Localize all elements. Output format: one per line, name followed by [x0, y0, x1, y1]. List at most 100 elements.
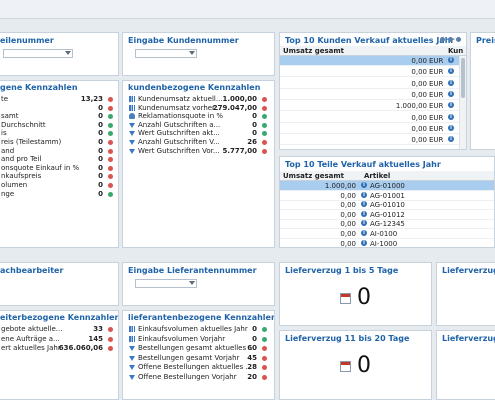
table-row[interactable]: 0,00 i AG-01001 — [280, 191, 494, 201]
kpi-value: 20 — [247, 373, 257, 381]
info-icon[interactable]: i — [448, 79, 454, 86]
section-title: kundenbezogene Kennzahlen — [128, 83, 261, 92]
artikel: AG-01012 — [370, 210, 405, 219]
currency: EUR — [429, 113, 444, 122]
scrollbar[interactable] — [459, 56, 466, 149]
kpi-row: nkaufspreis 0 — [1, 172, 113, 181]
info-icon[interactable]: i — [361, 182, 367, 188]
table-row[interactable]: 0,00 EUR i — [280, 79, 459, 89]
table-row[interactable]: 0,00 EUR i — [280, 90, 459, 100]
kpi-label: onsquote Einkauf in % — [1, 163, 80, 172]
info-icon[interactable]: i — [448, 124, 454, 131]
kpi-value: 0 — [98, 138, 103, 146]
delay-count: 0 — [357, 285, 371, 310]
bar-chart-icon — [129, 326, 135, 332]
kundennummer-combobox[interactable] — [135, 49, 197, 58]
status-indicator — [262, 131, 267, 137]
menu-icon[interactable] — [456, 37, 461, 42]
kpi-row: Einkaufsvolumen aktuelles Jahr 0 — [129, 325, 267, 334]
status-indicator — [108, 336, 113, 342]
info-icon[interactable]: i — [448, 90, 454, 97]
table-row[interactable]: 0,00 EUR i — [280, 135, 459, 146]
currency: EUR — [429, 90, 444, 99]
info-icon[interactable]: i — [361, 220, 367, 227]
delay-count: 0 — [357, 353, 371, 378]
status-indicator — [262, 140, 267, 145]
kpi-row: Bestellungen gesamt Vorjahr 45 — [129, 354, 267, 363]
info-icon[interactable]: i — [361, 230, 367, 236]
kpi-value: 636.060,06 — [58, 344, 103, 353]
table-row[interactable]: 0,00 EUR i — [280, 56, 459, 66]
panel-bearbeiter-kennzahlen: eiterbezogene Kennzahlen gebote aktuelle… — [0, 310, 119, 400]
col-umsatz[interactable]: Umsatz gesamt — [283, 172, 345, 180]
section-title: eiterbezogene Kennzahlen — [0, 313, 119, 322]
table-row[interactable]: 1.000,00 EUR i — [280, 101, 459, 112]
col-umsatz[interactable]: Umsatz gesamt — [283, 47, 345, 55]
kpi-label: Kundenumsatz vorher... — [138, 103, 221, 112]
status-indicator — [262, 114, 267, 120]
table-row[interactable]: 0,00 EUR i — [280, 124, 459, 134]
settings-icon[interactable] — [440, 37, 445, 42]
status-indicator — [262, 355, 267, 361]
kpi-row: te 13,23 — [1, 95, 113, 104]
kpi-label: Reklamationsquote in % — [138, 112, 224, 121]
table-row[interactable]: 0,00 i AG-01010 — [280, 200, 494, 211]
table-row[interactable]: 0,00 i AI-0100 — [280, 229, 494, 239]
table-row[interactable]: 0,00 EUR i — [280, 113, 459, 123]
status-indicator — [262, 336, 267, 342]
panel-top-teile: Top 10 Teile Verkauf aktuelles Jahr Umsa… — [279, 156, 495, 248]
kpi-value: 26 — [247, 138, 257, 146]
kpi-row: reis (Teilestamm) 0 — [1, 138, 113, 147]
col-artikel[interactable]: Artikel — [364, 172, 391, 180]
panel-lieferverzug-v: Lieferverzug V — [436, 330, 495, 400]
status-indicator — [108, 105, 113, 111]
info-icon[interactable]: i — [448, 57, 454, 63]
kpi-value: 45 — [247, 353, 257, 362]
info-icon[interactable]: i — [361, 201, 367, 208]
umsatz-value: 0,00 — [340, 210, 356, 219]
kpi-value: 145 — [88, 334, 103, 343]
status-indicator — [108, 327, 113, 332]
info-icon[interactable]: i — [361, 191, 367, 198]
panel-title: Eingabe Lieferantennummer — [128, 266, 257, 275]
kpi-label: Anzahl Gutschriften a... — [138, 120, 221, 129]
kpi-value: 0 — [98, 181, 103, 189]
umsatz-value: 0,00 — [411, 57, 427, 65]
kpi-row: Einkaufsvolumen Vorjahr 0 — [129, 335, 267, 344]
kpi-label: nkaufspreis — [1, 172, 42, 181]
download-icon — [129, 346, 135, 352]
info-icon[interactable]: i — [361, 210, 367, 217]
kpi-label: is — [1, 129, 7, 138]
refresh-icon[interactable] — [448, 37, 453, 42]
kpi-row: gebote aktuelle... 33 — [1, 325, 113, 334]
panel-lieferverzug-6: Lieferverzug 6 — [436, 262, 495, 326]
kpi-value: 0 — [98, 155, 103, 164]
status-indicator — [262, 97, 267, 102]
panel-lieferantennummer: Eingabe Lieferantennummer — [122, 262, 275, 306]
info-icon[interactable]: i — [448, 102, 454, 109]
teilenummer-combobox[interactable] — [3, 49, 73, 58]
umsatz-value: 1.000,00 — [395, 102, 427, 111]
download-icon — [129, 375, 135, 380]
status-indicator — [108, 131, 113, 137]
status-indicator — [108, 122, 113, 128]
info-icon[interactable]: i — [448, 136, 454, 143]
table-row[interactable]: 0,00 i AI-1000 — [280, 239, 494, 247]
table-row[interactable]: 0,00 EUR i — [280, 67, 459, 78]
info-icon[interactable]: i — [361, 239, 367, 246]
panel-lieferanten-kennzahlen: lieferantenbezogene Kennzahlen Einkaufsv… — [122, 310, 275, 400]
col-kunde[interactable]: Kun — [448, 47, 464, 55]
kpi-value: 0 — [98, 146, 103, 155]
table-row[interactable]: 0,00 i AG-12345 — [280, 219, 494, 230]
panel-title: Eingabe Kundennummer — [128, 36, 239, 45]
kpi-label: gebote aktuelle... — [1, 325, 63, 333]
lieferantennummer-combobox[interactable] — [135, 279, 197, 288]
info-icon[interactable]: i — [448, 68, 454, 75]
kpi-row: and pro Teil 0 — [1, 155, 113, 164]
kpi-value: 28 — [247, 363, 257, 372]
table-row[interactable]: 0,00 i AG-01012 — [280, 210, 494, 220]
info-icon[interactable]: i — [448, 113, 454, 120]
kpi-row: samt 0 — [1, 112, 113, 121]
status-indicator — [262, 365, 267, 371]
table-row[interactable]: 1.000,00 i AG-01000 — [280, 181, 494, 191]
